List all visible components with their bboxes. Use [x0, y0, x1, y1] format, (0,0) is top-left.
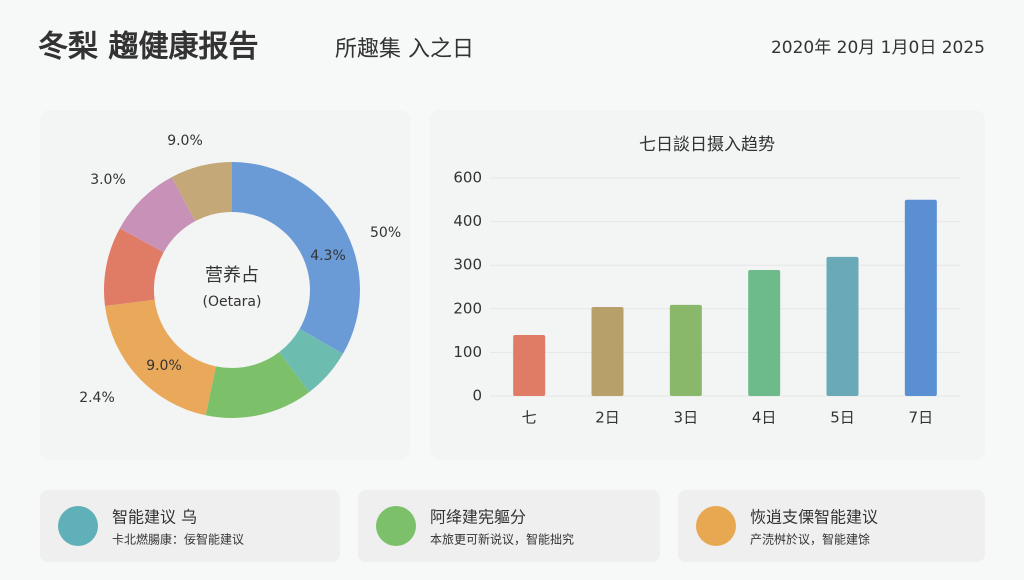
title: 冬梨 趨健康报告	[38, 30, 258, 65]
y-tick-label: 600	[453, 169, 482, 187]
x-tick-label: 3日	[674, 409, 699, 427]
donut-segment	[105, 299, 216, 416]
bar-title: 七日談日摄入趋势	[639, 135, 775, 155]
y-tick-label: 200	[453, 299, 482, 317]
card-bg	[358, 490, 660, 562]
bar	[826, 256, 859, 396]
percent-label: 9.0%	[146, 358, 182, 374]
donut-segment	[171, 162, 232, 222]
donut-center-title: 营养占	[205, 265, 259, 286]
percent-label: 3.0%	[90, 172, 126, 188]
bar-panel	[430, 110, 985, 460]
percent-label: 50%	[370, 225, 401, 241]
card-title: 阿绛建宪軀分	[430, 508, 526, 527]
card-icon	[58, 506, 98, 546]
donut-center-subtitle: (Oetara)	[203, 294, 262, 310]
card-bg	[678, 490, 985, 562]
donut-segment	[232, 162, 360, 354]
percent-label: 2.4%	[79, 390, 115, 406]
x-tick-label: 七	[522, 409, 537, 427]
y-tick-label: 300	[453, 256, 482, 274]
percent-label: 4.3%	[310, 248, 346, 264]
y-tick-label: 0	[472, 387, 482, 405]
bar	[904, 199, 937, 396]
card-title: 智能建议 乌	[112, 508, 197, 527]
card-text: 卡北燃腸康：佞智能建议	[112, 532, 244, 547]
card-icon	[376, 506, 416, 546]
date: 2020年 20月 1月0日 2025	[771, 38, 985, 58]
x-tick-label: 7日	[909, 409, 934, 427]
y-tick-label: 400	[453, 212, 482, 230]
subtitle: 所趣集 入之日	[335, 37, 474, 62]
bar	[748, 269, 781, 396]
x-tick-label: 2日	[595, 409, 620, 427]
donut-segment	[205, 352, 310, 419]
x-tick-label: 4日	[752, 409, 777, 427]
bar	[669, 304, 702, 396]
card-icon	[696, 506, 736, 546]
donut-segment	[279, 328, 343, 393]
card-bg	[40, 490, 340, 562]
percent-label: 9.0%	[167, 133, 203, 149]
bar	[591, 307, 624, 396]
y-tick-label: 100	[453, 343, 482, 361]
donut-segment	[103, 228, 164, 307]
card-text: 本旅更可新说议，智能拙究	[430, 532, 574, 547]
donut-segment	[119, 177, 196, 253]
bar	[513, 334, 546, 396]
card-text: 产涜桝於议，智能建馀	[750, 532, 870, 547]
x-tick-label: 5日	[830, 409, 855, 427]
card-title: 恢逍支傈智能建议	[750, 508, 878, 527]
